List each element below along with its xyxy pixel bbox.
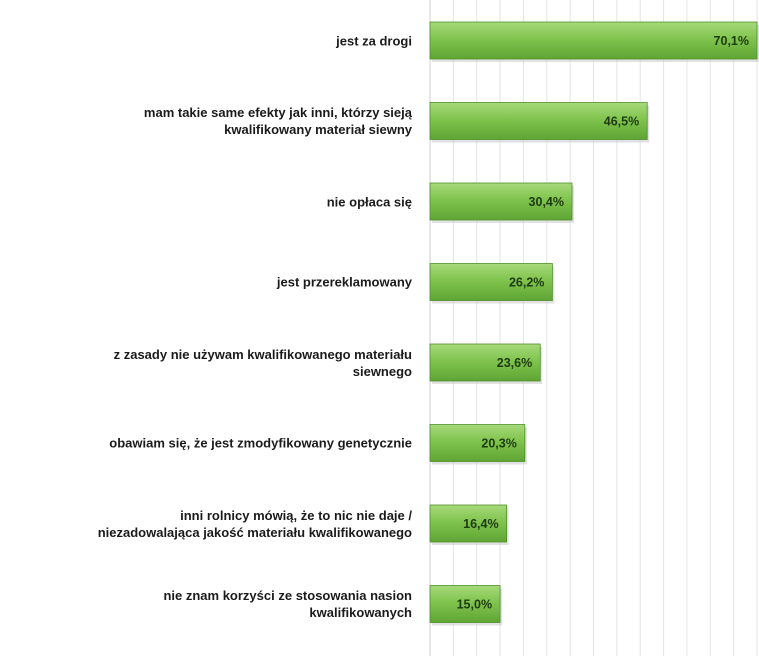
data-labels: 70,1% 46,5% 30,4% 26,2% 23,6% 20,3% 16,4% 15,0% bbox=[457, 34, 749, 612]
category-label-line: kwalifikowanych bbox=[309, 605, 412, 620]
category-label-line: jest za drogi bbox=[336, 33, 412, 48]
category-label-line: nie znam korzyści ze stosowania nasion bbox=[163, 588, 412, 603]
category-label: nie opłaca się bbox=[12, 193, 412, 210]
gridlines bbox=[429, 0, 758, 656]
data-label: 15,0% bbox=[457, 598, 492, 612]
bar bbox=[429, 424, 526, 462]
category-label-line: siewnego bbox=[352, 363, 412, 379]
bar bbox=[429, 585, 501, 623]
category-label-line: inni rolnicy mówią, że to nic nie daje / bbox=[180, 507, 412, 523]
bar bbox=[429, 343, 541, 382]
bar bbox=[429, 102, 648, 140]
bars bbox=[429, 21, 759, 626]
category-label: inni rolnicy mówią, że to nic nie daje /… bbox=[12, 507, 412, 541]
data-label: 23,6% bbox=[497, 356, 532, 370]
bar bbox=[429, 263, 553, 301]
data-label: 30,4% bbox=[529, 195, 564, 209]
category-label: mam takie same efekty jak inni, którzy s… bbox=[12, 104, 412, 138]
bar bbox=[429, 504, 508, 543]
bar bbox=[429, 21, 758, 60]
category-label-line: jest przereklamowany bbox=[276, 274, 412, 290]
category-label-line: mam takie same efekty jak inni, którzy s… bbox=[143, 105, 412, 120]
bar bbox=[429, 182, 573, 221]
category-label: z zasady nie używam kwalifikowanego mate… bbox=[12, 346, 412, 380]
data-label: 16,4% bbox=[463, 517, 498, 531]
category-label-line: kwalifikowany materiał siewny bbox=[224, 122, 412, 137]
category-label-line: niezadowalająca jakość materiału kwalifi… bbox=[97, 524, 412, 540]
category-label: jest przereklamowany bbox=[12, 274, 412, 291]
data-label: 70,1% bbox=[714, 34, 749, 48]
category-label: nie znam korzyści ze stosowania nasion kw… bbox=[12, 587, 412, 621]
category-label: jest za drogi bbox=[12, 32, 412, 49]
category-label-line: nie opłaca się bbox=[326, 194, 412, 209]
category-label-line: z zasady nie używam kwalifikowanego mate… bbox=[113, 346, 412, 362]
category-label: obawiam się, że jest zmodyfikowany genet… bbox=[12, 435, 412, 452]
data-label: 46,5% bbox=[604, 115, 639, 129]
data-label: 26,2% bbox=[509, 276, 544, 290]
data-label: 20,3% bbox=[481, 437, 516, 451]
category-label-line: obawiam się, że jest zmodyfikowany genet… bbox=[109, 435, 412, 451]
